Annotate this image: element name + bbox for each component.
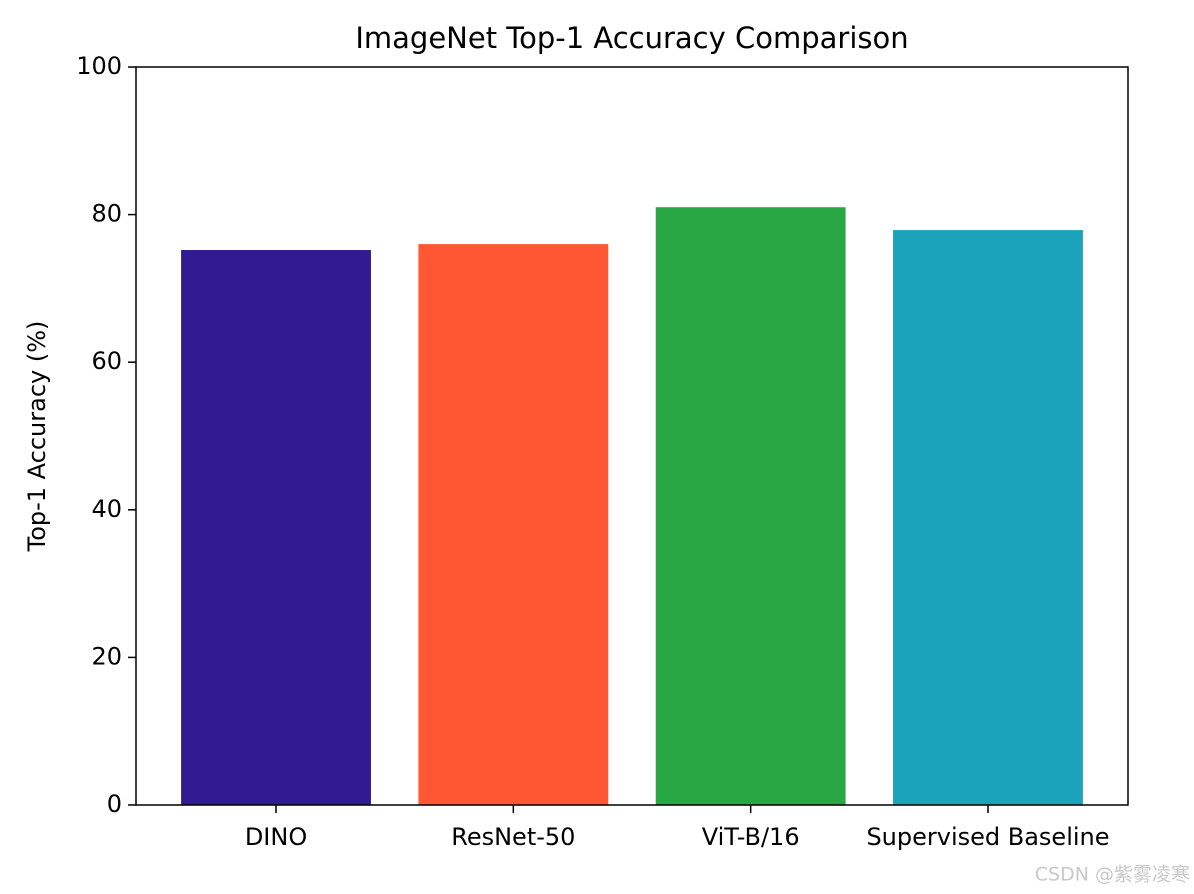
y-axis-label: Top-1 Accuracy (%) <box>23 321 51 553</box>
bar <box>181 250 371 806</box>
y-tick-label: 40 <box>91 495 122 523</box>
watermark: CSDN @紫雾凌寒 <box>1035 864 1190 886</box>
chart-title: ImageNet Top-1 Accuracy Comparison <box>355 21 908 55</box>
y-tick-label: 60 <box>91 347 122 375</box>
y-tick-label: 80 <box>91 200 122 228</box>
bar <box>655 207 846 806</box>
y-tick-label: 20 <box>91 642 122 670</box>
x-tick-label: ViT-B/16 <box>702 823 800 851</box>
plot-frame <box>135 66 1129 806</box>
x-tick-label: ResNet-50 <box>451 823 575 851</box>
x-tick-label: DINO <box>245 823 307 851</box>
bar <box>893 230 1083 805</box>
x-tick-label: Supervised Baseline <box>866 823 1109 851</box>
y-tick-label: 100 <box>76 52 122 80</box>
y-tick-label: 0 <box>107 790 122 818</box>
bar <box>418 244 609 805</box>
